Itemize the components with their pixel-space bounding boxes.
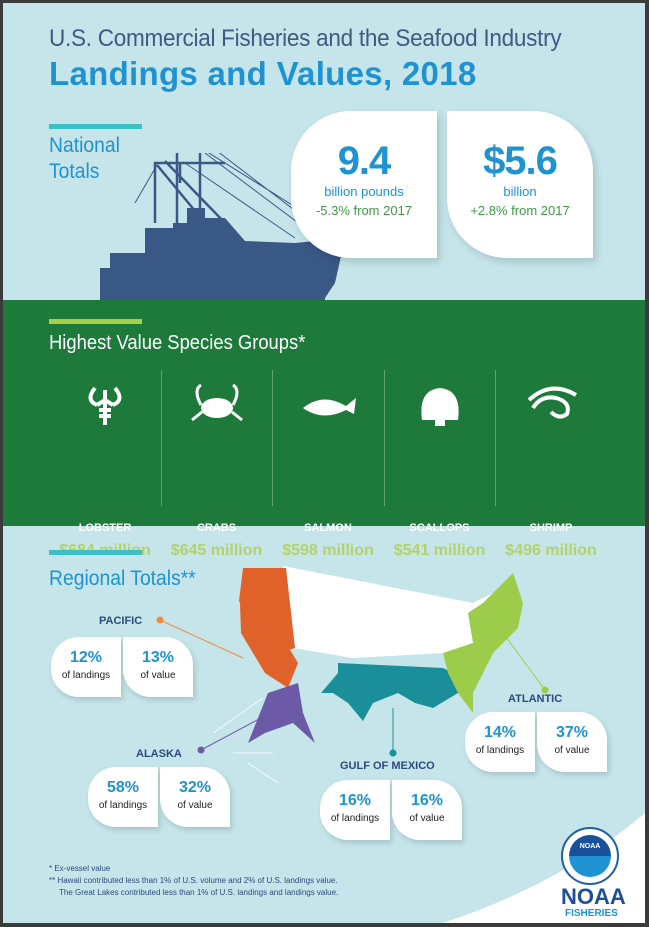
gulf-of-mexico-landings-card: 16% of landings: [320, 780, 390, 840]
crab-icon: [190, 383, 243, 422]
atlantic-value-card: 37% of value: [537, 712, 607, 772]
landings-percent: 14%: [483, 724, 517, 741]
map-atlantic: [443, 573, 523, 713]
map-interior-states: [283, 566, 513, 658]
pacific-value-card: 13% of value: [123, 637, 193, 697]
map-pacific: [239, 568, 295, 653]
landings-label: of landings: [330, 813, 380, 824]
species-value: $496 million: [505, 542, 597, 559]
region-label-pacific: PACIFIC: [99, 615, 143, 627]
landings-percent: 12%: [69, 649, 103, 666]
section-accent-bar: [49, 124, 142, 129]
species-salmon: SALMON $598 million: [272, 370, 384, 559]
footnotes: * Ex-vessel value ** Hawaii contributed …: [49, 863, 338, 899]
landings-label: of landings: [61, 670, 111, 681]
section-accent-bar: [49, 550, 142, 555]
landings-label: of landings: [98, 800, 148, 811]
footnote-3: The Great Lakes contributed less than 1%…: [59, 888, 339, 897]
value-label: of value: [409, 813, 445, 824]
landings-number: 9.4: [337, 139, 392, 183]
pacific-leader-line: [156, 616, 244, 659]
region-label-alaska: ALASKA: [136, 748, 182, 760]
value-total-card: $5.6 billion +2.8% from 2017: [447, 111, 593, 258]
alaska-leader-line: [197, 717, 262, 754]
landings-total-card: 9.4 billion pounds -5.3% from 2017: [291, 111, 437, 258]
landings-change: -5.3% from 2017: [315, 203, 413, 218]
national-heading: National Totals: [49, 133, 120, 185]
value-percent: 32%: [178, 779, 212, 796]
noaa-emblem: NOAA: [561, 827, 619, 885]
species-name: SCALLOPS: [409, 522, 470, 534]
species-section: Highest Value Species Groups* LOBSTER $6…: [3, 300, 645, 559]
column-divider: [495, 370, 496, 506]
shrimp-icon: [527, 386, 578, 419]
species-shrimp: SHRIMP $496 million: [495, 370, 607, 559]
noaa-emblem-text: NOAA: [579, 843, 601, 850]
species-value: $645 million: [170, 542, 263, 559]
value-label: of value: [554, 745, 590, 756]
region-label-atlantic: ATLANTIC: [508, 693, 563, 705]
scallop-icon: [420, 388, 459, 426]
species-name: LOBSTER: [78, 522, 132, 534]
page-title: Landings and Values, 2018: [49, 55, 477, 92]
value-label: of value: [177, 800, 213, 811]
column-divider: [272, 370, 273, 506]
landings-percent: 16%: [338, 792, 372, 809]
noaa-logo-text: NOAA: [561, 884, 626, 909]
species-value: $598 million: [282, 542, 374, 559]
us-map: [156, 566, 645, 923]
landings-unit: billion pounds: [324, 184, 404, 199]
subtitle: U.S. Commercial Fisheries and the Seafoo…: [49, 25, 562, 52]
landings-percent: 58%: [106, 779, 140, 796]
species-value: $541 million: [393, 542, 486, 559]
corner-swoosh: [443, 813, 645, 923]
infographic: U.S. Commercial Fisheries and the Seafoo…: [3, 3, 645, 923]
atlantic-landings-card: 14% of landings: [465, 712, 535, 772]
value-change: +2.8% from 2017: [470, 203, 570, 218]
gulf-of-mexico-value-card: 16% of value: [392, 780, 462, 840]
species-name: SALMON: [304, 522, 352, 534]
map-gulf: [321, 663, 463, 721]
footnote-2: ** Hawaii contributed less than 1% of U.…: [49, 876, 338, 885]
species-name: SHRIMP: [529, 522, 573, 534]
salmon-icon: [303, 398, 356, 416]
map-alaska: [248, 683, 315, 743]
regional-heading: Regional Totals**: [49, 567, 196, 590]
national-heading-line2: Totals: [49, 160, 100, 183]
species-crabs: CRABS $645 million: [161, 370, 273, 559]
region-label-gulf-of-mexico: GULF OF MEXICO: [340, 760, 435, 772]
map-pacific-ca: [240, 603, 298, 688]
alaska-value-card: 32% of value: [160, 767, 230, 827]
national-heading-line1: National: [49, 134, 120, 157]
value-number: $5.6: [483, 139, 558, 183]
alaska-landings-card: 58% of landings: [88, 767, 158, 827]
value-label: of value: [140, 670, 176, 681]
species-name: CRABS: [196, 522, 237, 534]
value-unit: billion: [503, 184, 537, 199]
gulf-leader-line: [389, 708, 397, 757]
section-accent-bar: [49, 319, 142, 324]
column-divider: [383, 370, 385, 506]
species-scallops: SCALLOPS $541 million: [384, 370, 496, 559]
lobster-icon: [88, 386, 122, 425]
landings-label: of landings: [475, 745, 525, 756]
footnote-1: * Ex-vessel value: [49, 864, 111, 873]
atlantic-leader-line: [502, 632, 549, 694]
pacific-landings-card: 12% of landings: [51, 637, 121, 697]
species-heading: Highest Value Species Groups*: [49, 332, 306, 354]
value-percent: 37%: [555, 724, 589, 741]
column-divider: [160, 370, 162, 506]
fisheries-logo-text: FISHERIES: [565, 908, 618, 919]
value-percent: 16%: [410, 792, 444, 809]
value-percent: 13%: [141, 649, 175, 666]
